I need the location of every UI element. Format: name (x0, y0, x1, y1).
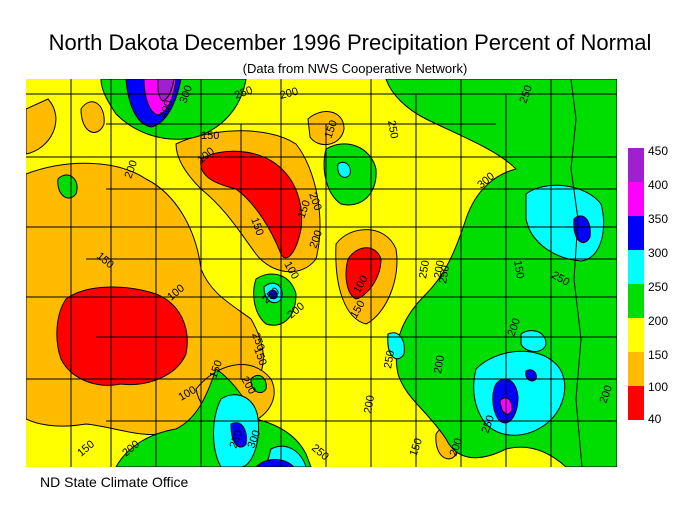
legend-swatch-400 (628, 182, 644, 216)
contour-label: 150 (296, 199, 314, 220)
map-title: North Dakota December 1996 Precipitation… (48, 30, 652, 55)
state-east-border (570, 79, 583, 467)
contour-label: 200 (448, 437, 466, 458)
contour-label: 200 (432, 259, 447, 279)
contour-label: 150 (208, 359, 226, 380)
map-subtitle: (Data from NWS Cooperative Network) (242, 61, 468, 76)
color-legend (628, 148, 644, 420)
contour-label: 300 (246, 429, 264, 450)
zone-northwest-orange (26, 98, 57, 155)
legend-label-250: 250 (648, 280, 669, 294)
contour-label: 250 (480, 414, 498, 435)
zone-north-purple (157, 79, 175, 102)
contour-label: 250 (437, 264, 452, 284)
legend-swatch-100 (628, 386, 644, 420)
zone-s-blue (230, 422, 247, 448)
contour-label: 200 (308, 229, 326, 250)
contour-label: 250 (417, 259, 432, 279)
credit-line: ND State Climate Office (40, 474, 189, 490)
zone-center-red (345, 247, 382, 300)
contour-label: 250 (382, 349, 397, 369)
legend-swatch-350 (628, 216, 644, 250)
red-zones (56, 150, 382, 386)
legend-swatch-450 (628, 148, 644, 182)
contour-label: 250 (385, 119, 400, 139)
contour-label: 300 (178, 84, 196, 105)
legend-label-450: 450 (648, 144, 669, 158)
zone-sw-red (56, 286, 188, 386)
contour-label: 250 (249, 331, 267, 352)
legend-label-40: 40 (648, 412, 662, 426)
contour-label: 150 (408, 437, 426, 458)
county-boundaries (26, 79, 617, 467)
legend-swatch-200 (628, 318, 644, 352)
contour-label: 150 (323, 119, 341, 140)
contour-label: 200 (362, 394, 377, 414)
contour-label: 200 (279, 86, 300, 102)
contour-label: 150 (251, 346, 269, 367)
legend-label-200: 200 (648, 314, 669, 328)
zone-nw-small-orange (80, 101, 105, 133)
legend-label-300: 300 (648, 246, 669, 260)
contour-label: 150 (201, 130, 219, 142)
contour-label: 200 (306, 191, 324, 212)
legend-label-100: 100 (648, 380, 669, 394)
contour-label: 150 (248, 216, 266, 237)
contour-label: 250 (228, 429, 246, 450)
contour-label: 250 (518, 84, 536, 105)
contour-label: 250 (233, 84, 254, 102)
contour-label: 200 (598, 384, 616, 405)
legend-label-150: 150 (648, 348, 669, 362)
legend-label-350: 350 (648, 212, 669, 226)
contour-label: 150 (511, 259, 526, 279)
zone-small-center-cyan (337, 161, 351, 178)
contour-label: 200 (123, 159, 141, 180)
contour-label: 400 (158, 99, 176, 120)
zone-sbottom-blue (255, 459, 295, 467)
legend-swatch-300 (628, 250, 644, 284)
legend-label-400: 400 (648, 178, 669, 192)
contour-label: 200 (506, 317, 524, 338)
legend-swatch-150 (628, 352, 644, 386)
zone-small-sw-green (250, 374, 267, 394)
zone-small-west-green (57, 174, 78, 199)
zone-east-mid-cyan (520, 330, 547, 352)
zone-east-small-cyan (387, 332, 405, 360)
legend-swatch-250 (628, 284, 644, 318)
precipitation-map: 250 200 400 300 150 100 150 150 200 150 … (26, 79, 617, 467)
contour-label: 200 (432, 354, 447, 374)
